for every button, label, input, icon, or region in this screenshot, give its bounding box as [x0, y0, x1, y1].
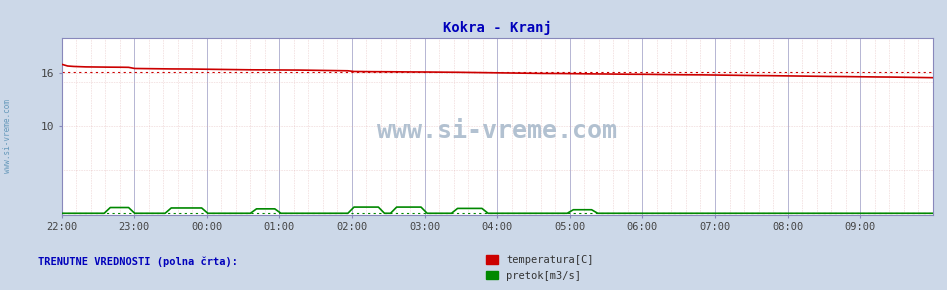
Legend: temperatura[C], pretok[m3/s]: temperatura[C], pretok[m3/s] — [481, 251, 599, 285]
Title: Kokra - Kranj: Kokra - Kranj — [443, 21, 551, 35]
Text: www.si-vreme.com: www.si-vreme.com — [377, 119, 617, 144]
Text: TRENUTNE VREDNOSTI (polna črta):: TRENUTNE VREDNOSTI (polna črta): — [38, 257, 238, 267]
Text: www.si-vreme.com: www.si-vreme.com — [3, 99, 12, 173]
